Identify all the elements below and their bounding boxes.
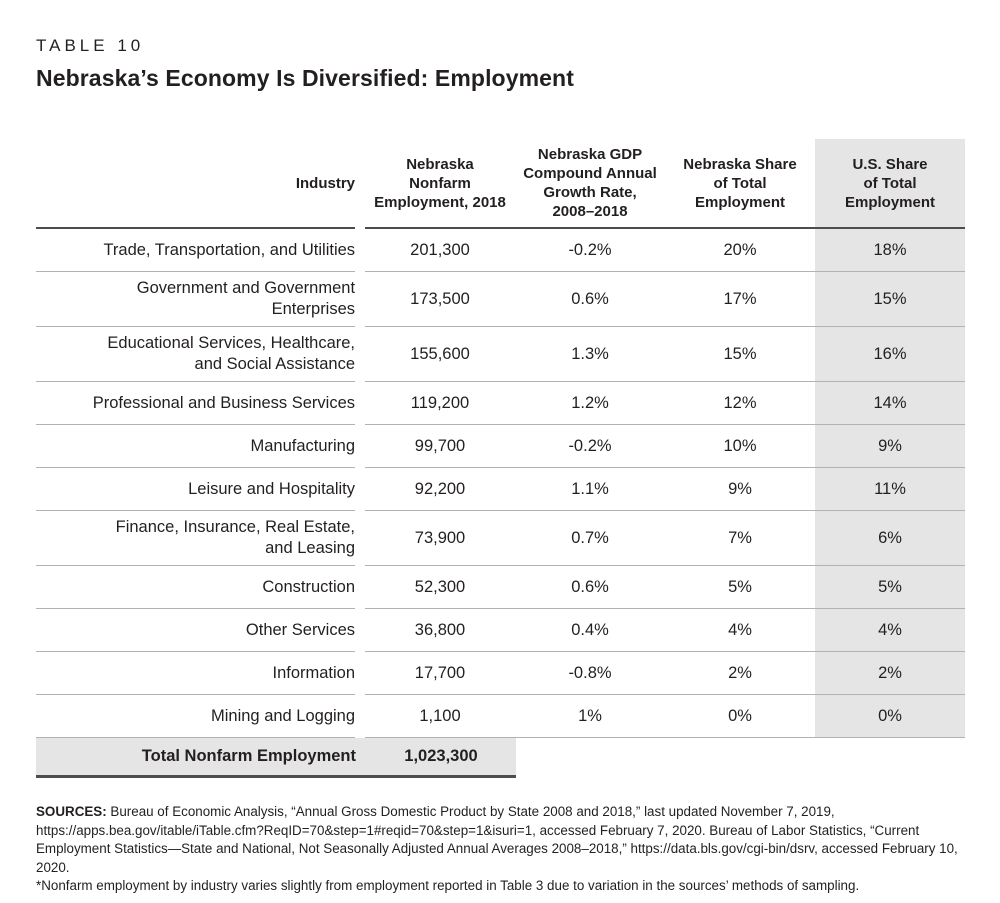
- industry-cell: Construction: [36, 566, 356, 609]
- employment-cell: 173,500: [410, 289, 470, 308]
- table-header-row: Industry Nebraska Nonfarm Employment, 20…: [36, 139, 965, 229]
- table-row: Trade, Transportation, and Utilities 201,…: [36, 229, 965, 272]
- industry-cell: Other Services: [36, 609, 356, 652]
- total-value: 1,023,300: [404, 747, 478, 765]
- column-gap: [355, 425, 365, 468]
- industry-cell: Government and Government Enterprises: [36, 272, 356, 327]
- header-industry: Industry: [36, 139, 356, 229]
- column-gap: [355, 652, 365, 695]
- employment-table: Industry Nebraska Nonfarm Employment, 20…: [36, 139, 965, 778]
- us-share-cell: 4%: [815, 609, 965, 651]
- column-gap: [355, 511, 365, 566]
- growth-rate-cell: 1%: [578, 706, 602, 725]
- nebraska-share-cell: 12%: [723, 393, 757, 412]
- sources-label: SOURCES:: [36, 804, 107, 819]
- sources-text: Bureau of Economic Analysis, “Annual Gro…: [36, 804, 958, 875]
- us-share-cell: 6%: [815, 511, 965, 565]
- employment-cell: 92,200: [414, 479, 466, 498]
- column-gap: [355, 609, 365, 652]
- nebraska-share-cell: 9%: [728, 479, 752, 498]
- employment-cell: 17,700: [414, 663, 466, 682]
- nebraska-share-cell: 10%: [723, 436, 757, 455]
- industry-cell: Mining and Logging: [36, 695, 356, 738]
- nebraska-share-cell: 2%: [728, 663, 752, 682]
- table-body: Trade, Transportation, and Utilities 201,…: [36, 229, 965, 738]
- footnote: *Nonfarm employment by industry varies s…: [36, 878, 860, 894]
- industry-cell: Manufacturing: [36, 425, 356, 468]
- table-row: Other Services 36,800 0.4% 4% 4%: [36, 609, 965, 652]
- nebraska-share-cell: 7%: [728, 528, 752, 547]
- growth-rate-cell: 0.4%: [571, 620, 609, 639]
- column-gap: [355, 566, 365, 609]
- employment-cell: 155,600: [410, 344, 470, 363]
- growth-rate-cell: 1.3%: [571, 344, 609, 363]
- table-row: Manufacturing 99,700 -0.2% 10% 9%: [36, 425, 965, 468]
- nebraska-share-cell: 4%: [728, 620, 752, 639]
- nebraska-share-cell: 20%: [723, 240, 757, 259]
- total-row: Total Nonfarm Employment 1,023,300: [36, 738, 516, 778]
- nebraska-share-cell: 5%: [728, 577, 752, 596]
- header-us-share: U.S. Share of Total Employment: [815, 139, 965, 227]
- table-row: Leisure and Hospitality 92,200 1.1% 9% 11%: [36, 468, 965, 511]
- growth-rate-cell: 0.7%: [571, 528, 609, 547]
- table-row: Professional and Business Services 119,20…: [36, 382, 965, 425]
- employment-cell: 36,800: [414, 620, 466, 639]
- table-row: Government and Government Enterprises 173…: [36, 272, 965, 327]
- header-nonfarm-employment: Nebraska Nonfarm Employment, 2018: [374, 155, 506, 211]
- employment-cell: 52,300: [414, 577, 466, 596]
- us-share-cell: 2%: [815, 652, 965, 694]
- table-row: Mining and Logging 1,100 1% 0% 0%: [36, 695, 965, 738]
- column-gap: [355, 695, 365, 738]
- column-gap: [355, 229, 365, 272]
- table-row: Finance, Insurance, Real Estate, and Lea…: [36, 511, 965, 566]
- us-share-cell: 0%: [815, 695, 965, 737]
- column-gap: [355, 327, 365, 382]
- industry-cell: Information: [36, 652, 356, 695]
- column-gap: [355, 272, 365, 327]
- header-gdp-growth: Nebraska GDP Compound Annual Growth Rate…: [523, 146, 657, 220]
- us-share-cell: 14%: [815, 382, 965, 424]
- growth-rate-cell: 0.6%: [571, 577, 609, 596]
- employment-cell: 201,300: [410, 240, 470, 259]
- column-gap: [355, 139, 365, 229]
- table-number-kicker: TABLE 10: [36, 36, 145, 55]
- industry-cell: Educational Services, Healthcare, and So…: [36, 327, 356, 382]
- us-share-cell: 5%: [815, 566, 965, 608]
- page-title: Nebraska’s Economy Is Diversified: Emplo…: [36, 65, 574, 91]
- nebraska-share-cell: 0%: [728, 706, 752, 725]
- total-label: Total Nonfarm Employment: [141, 747, 356, 765]
- us-share-cell: 18%: [815, 229, 965, 271]
- table-row: Construction 52,300 0.6% 5% 5%: [36, 566, 965, 609]
- growth-rate-cell: 1.2%: [571, 393, 609, 412]
- us-share-cell: 9%: [815, 425, 965, 467]
- employment-cell: 73,900: [414, 528, 466, 547]
- column-gap: [356, 738, 366, 775]
- table-row: Information 17,700 -0.8% 2% 2%: [36, 652, 965, 695]
- growth-rate-cell: -0.2%: [568, 240, 612, 259]
- us-share-cell: 15%: [815, 272, 965, 326]
- column-gap: [355, 468, 365, 511]
- us-share-cell: 11%: [815, 468, 965, 510]
- growth-rate-cell: -0.8%: [568, 663, 612, 682]
- sources-paragraph: SOURCES: Bureau of Economic Analysis, “A…: [36, 803, 966, 877]
- growth-rate-cell: 0.6%: [571, 289, 609, 308]
- column-gap: [355, 382, 365, 425]
- table-footer: SOURCES: Bureau of Economic Analysis, “A…: [36, 803, 966, 896]
- table-row: Educational Services, Healthcare, and So…: [36, 327, 965, 382]
- employment-cell: 99,700: [414, 436, 466, 455]
- growth-rate-cell: 1.1%: [571, 479, 609, 498]
- industry-cell: Leisure and Hospitality: [36, 468, 356, 511]
- employment-cell: 1,100: [419, 706, 461, 725]
- industry-cell: Professional and Business Services: [36, 382, 356, 425]
- us-share-cell: 16%: [815, 327, 965, 381]
- industry-cell: Finance, Insurance, Real Estate, and Lea…: [36, 511, 356, 566]
- growth-rate-cell: -0.2%: [568, 436, 612, 455]
- nebraska-share-cell: 15%: [723, 344, 757, 363]
- industry-cell: Trade, Transportation, and Utilities: [36, 229, 356, 272]
- employment-cell: 119,200: [410, 393, 470, 412]
- header-nebraska-share: Nebraska Share of Total Employment: [683, 155, 797, 211]
- nebraska-share-cell: 17%: [723, 289, 757, 308]
